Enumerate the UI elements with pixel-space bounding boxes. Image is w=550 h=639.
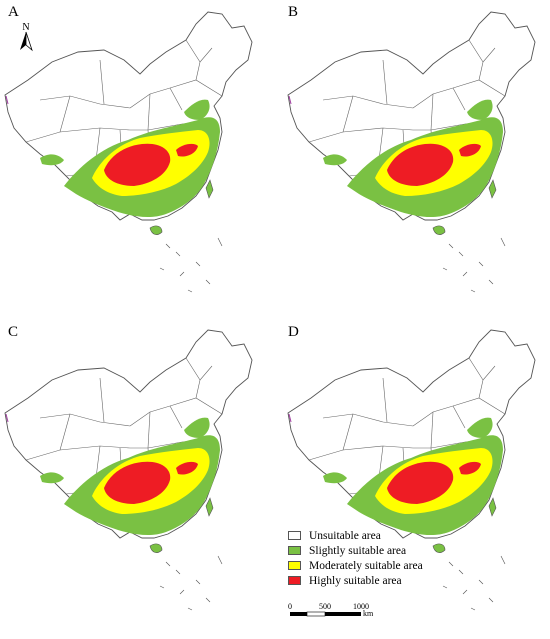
legend-item-moderate: Moderately suitable area (288, 558, 423, 573)
legend-swatch-unsuitable (288, 531, 301, 540)
north-arrow-icon: N (20, 22, 33, 52)
china-map-b (283, 0, 543, 300)
legend-item-slight: Slightly suitable area (288, 543, 423, 558)
legend-label-slight: Slightly suitable area (309, 544, 407, 557)
panel-label-c: C (8, 324, 19, 340)
panel-label-d: D (288, 324, 299, 340)
legend: Unsuitable area Slightly suitable area M… (288, 528, 423, 588)
legend-item-high: Highly suitable area (288, 573, 423, 588)
legend-swatch-moderate (288, 561, 301, 570)
scale-segment-2 (306, 611, 326, 617)
north-arrow-letter: N (22, 22, 29, 33)
legend-label-unsuitable: Unsuitable area (309, 529, 381, 542)
legend-label-moderate: Moderately suitable area (309, 559, 423, 572)
china-map-a (0, 0, 260, 300)
china-map-c (0, 318, 260, 618)
scale-tick-1000: 1000 (353, 602, 369, 611)
scale-unit: km (363, 609, 374, 618)
legend-item-unsuitable: Unsuitable area (288, 528, 423, 543)
scale-segment-3 (325, 612, 361, 616)
scale-tick-500: 500 (319, 602, 331, 611)
scale-bar: 0 500 1000 km (288, 602, 374, 618)
legend-swatch-high (288, 576, 301, 585)
panel-label-b: B (288, 4, 299, 20)
scale-segment-1 (290, 612, 307, 616)
legend-swatch-slight (288, 546, 301, 555)
scale-tick-0: 0 (288, 602, 292, 611)
panel-label-a: A (8, 4, 19, 20)
legend-label-high: Highly suitable area (309, 574, 402, 587)
